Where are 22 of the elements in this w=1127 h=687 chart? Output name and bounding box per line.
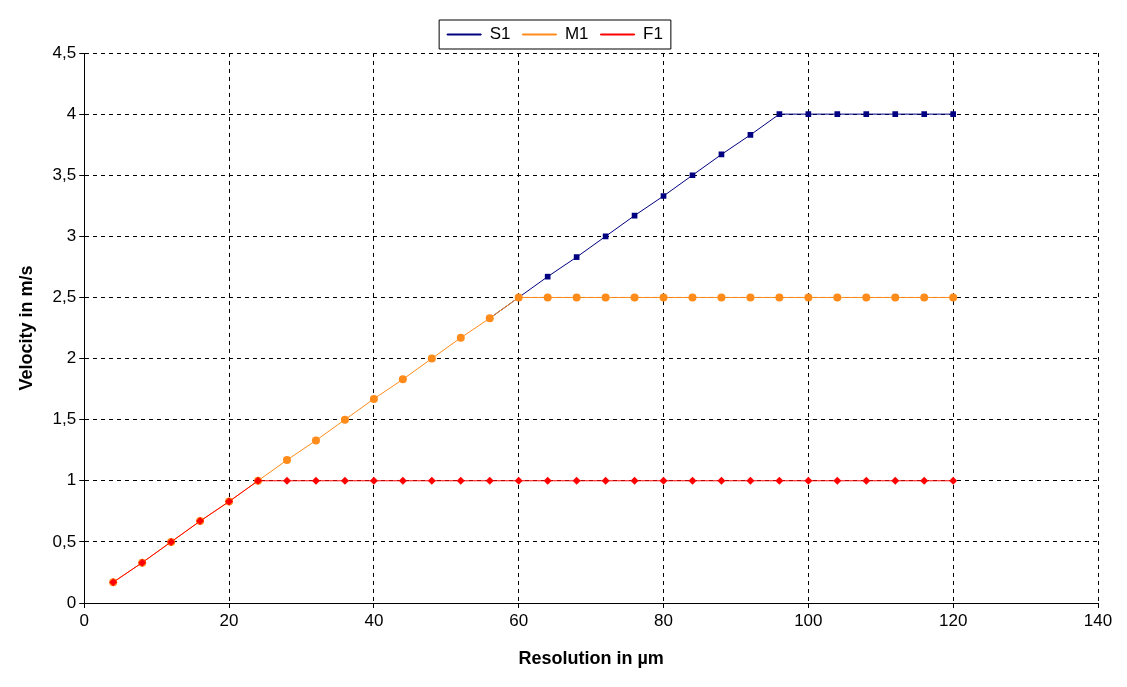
x-tick-label: 80 xyxy=(654,610,673,630)
y-tick-label: 1 xyxy=(66,470,77,490)
y-tick-label: 0,5 xyxy=(52,531,77,551)
x-tick-label: 60 xyxy=(509,610,529,630)
x-tick-label: 140 xyxy=(1083,610,1113,630)
y-tick-label: 3,5 xyxy=(52,164,77,184)
y-tick-label: 1,5 xyxy=(52,409,77,429)
legend-label: M1 xyxy=(564,24,589,44)
x-axis-title: Resolution in µm xyxy=(518,648,664,669)
y-tick-label: 3 xyxy=(66,226,77,246)
y-tick-label: 4 xyxy=(66,103,77,123)
y-axis-title: Velocity in m/s xyxy=(15,265,36,391)
y-tick-label: 4,5 xyxy=(52,42,77,62)
x-tick-label: 120 xyxy=(938,610,968,630)
y-tick-label: 2 xyxy=(66,348,77,368)
x-tick-label: 40 xyxy=(364,610,384,630)
x-tick-label: 100 xyxy=(794,610,823,630)
legend-label: S1 xyxy=(489,24,511,44)
x-tick-label: 20 xyxy=(219,610,239,630)
legend-label: F1 xyxy=(643,24,663,44)
y-tick-label: 0 xyxy=(66,592,77,612)
y-tick-label: 2,5 xyxy=(52,287,77,307)
